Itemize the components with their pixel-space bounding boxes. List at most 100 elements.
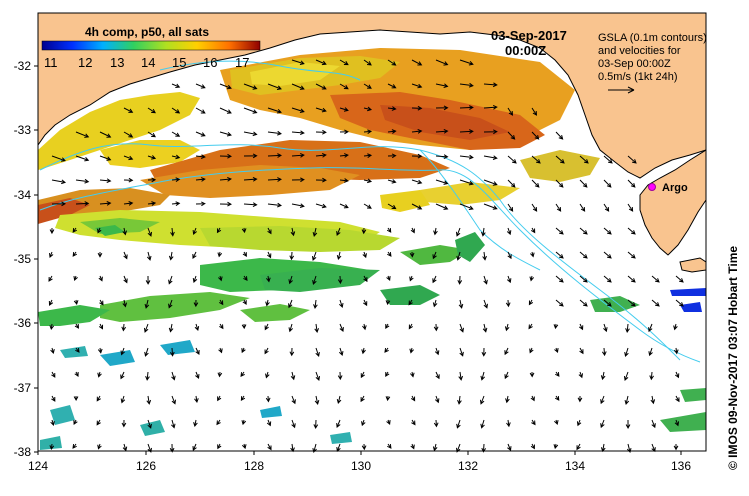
velocity-arrow — [603, 227, 612, 235]
velocity-arrow — [481, 347, 487, 357]
velocity-arrow — [49, 443, 55, 451]
argo-label: Argo — [662, 182, 688, 194]
velocity-arrow — [385, 371, 390, 377]
velocity-arrow — [387, 179, 397, 184]
velocity-arrow — [483, 275, 488, 285]
velocity-arrow — [555, 371, 560, 377]
velocity-arrow — [50, 347, 55, 355]
velocity-arrow — [339, 299, 344, 309]
scale-arrow — [608, 86, 635, 94]
velocity-arrow — [243, 83, 258, 90]
velocity-arrow — [171, 131, 181, 137]
velocity-arrow — [168, 275, 173, 285]
velocity-arrow — [147, 177, 157, 183]
velocity-arrow — [314, 323, 320, 334]
velocity-arrow — [363, 299, 368, 307]
velocity-arrow — [459, 179, 474, 186]
velocity-arrow — [99, 178, 112, 184]
velocity-arrow — [195, 154, 206, 159]
velocity-arrow — [651, 419, 656, 429]
info-text: GSLA (0.1m contours) and velocities for … — [598, 32, 707, 83]
velocity-arrow — [97, 227, 102, 234]
velocity-arrow — [171, 107, 181, 114]
info-line-1: GSLA (0.1m contours) — [598, 32, 707, 44]
velocity-arrow — [73, 419, 78, 425]
argo-marker: Argo — [648, 182, 688, 194]
velocity-arrow — [339, 323, 344, 332]
velocity-arrow — [122, 299, 128, 308]
velocity-arrow — [555, 299, 564, 307]
velocity-arrow — [241, 227, 247, 234]
velocity-arrow — [624, 395, 630, 406]
velocity-arrow — [409, 275, 414, 282]
velocity-arrow — [49, 251, 54, 258]
velocity-arrow — [291, 130, 305, 136]
velocity-arrow — [291, 83, 305, 90]
velocity-arrow — [505, 299, 511, 308]
land-mass — [38, 13, 706, 179]
velocity-arrow — [674, 371, 680, 379]
velocity-arrow — [171, 177, 181, 183]
velocity-arrow — [483, 129, 498, 135]
velocity-arrow — [553, 323, 559, 330]
velocity-arrow — [411, 153, 423, 159]
velocity-arrow — [243, 176, 258, 182]
velocity-arrow — [603, 251, 612, 259]
velocity-arrow — [387, 129, 397, 134]
velocity-arrow — [219, 131, 232, 137]
velocity-arrow — [240, 395, 246, 401]
velocity-arrow — [264, 323, 269, 331]
velocity-arrow — [288, 299, 293, 309]
velocity-arrow — [362, 323, 367, 331]
velocity-arrow — [673, 443, 679, 451]
velocity-arrow — [99, 299, 104, 306]
velocity-arrow — [291, 107, 305, 113]
velocity-arrow — [603, 155, 613, 164]
velocity-arrow — [627, 179, 636, 188]
velocity-arrow — [195, 371, 200, 379]
velocity-arrow — [603, 275, 612, 283]
velocity-arrow — [217, 371, 223, 378]
velocity-arrow — [554, 395, 560, 401]
y-axis: -32 -33 -34 -35 -36 -37 -38 — [14, 59, 38, 459]
velocity-arrow — [98, 275, 103, 282]
velocity-arrow — [387, 203, 397, 210]
velocity-arrow — [362, 251, 367, 259]
velocity-arrow — [123, 201, 134, 206]
x-tick: 126 — [136, 459, 156, 473]
velocity-arrow — [97, 347, 103, 354]
velocity-arrow — [675, 395, 680, 403]
velocity-arrow — [97, 251, 103, 258]
velocity-arrow — [528, 299, 534, 306]
velocity-arrow — [363, 275, 368, 283]
velocity-arrow — [483, 82, 498, 88]
velocity-arrow — [145, 371, 150, 381]
velocity-arrow — [506, 419, 511, 428]
velocity-arrow — [72, 443, 77, 449]
velocity-arrow — [171, 395, 176, 405]
velocity-arrow — [98, 323, 104, 330]
velocity-arrow — [530, 443, 535, 450]
velocity-arrow — [507, 203, 514, 212]
velocity-arrow — [99, 131, 112, 138]
velocity-arrow — [480, 419, 485, 429]
velocity-arrow — [192, 443, 197, 451]
velocity-arrow — [169, 347, 175, 357]
velocity-arrow — [555, 131, 564, 140]
legend-title: 4h comp, p50, all sats — [85, 25, 209, 39]
velocity-arrow — [122, 227, 127, 236]
velocity-arrow — [411, 129, 423, 134]
velocity-arrow — [579, 179, 588, 188]
velocity-arrow — [576, 443, 581, 451]
y-tick: -38 — [14, 445, 32, 459]
colorbar-tick: 13 — [110, 55, 124, 70]
velocity-arrow — [143, 323, 149, 333]
velocity-arrow — [312, 227, 318, 238]
velocity-arrow — [675, 275, 684, 283]
coastal-blue-2 — [680, 302, 702, 312]
velocity-arrow — [217, 395, 222, 402]
velocity-arrow — [75, 131, 90, 138]
velocity-arrow — [459, 203, 474, 210]
velocity-arrow — [168, 323, 174, 333]
velocity-arrow — [411, 59, 423, 66]
